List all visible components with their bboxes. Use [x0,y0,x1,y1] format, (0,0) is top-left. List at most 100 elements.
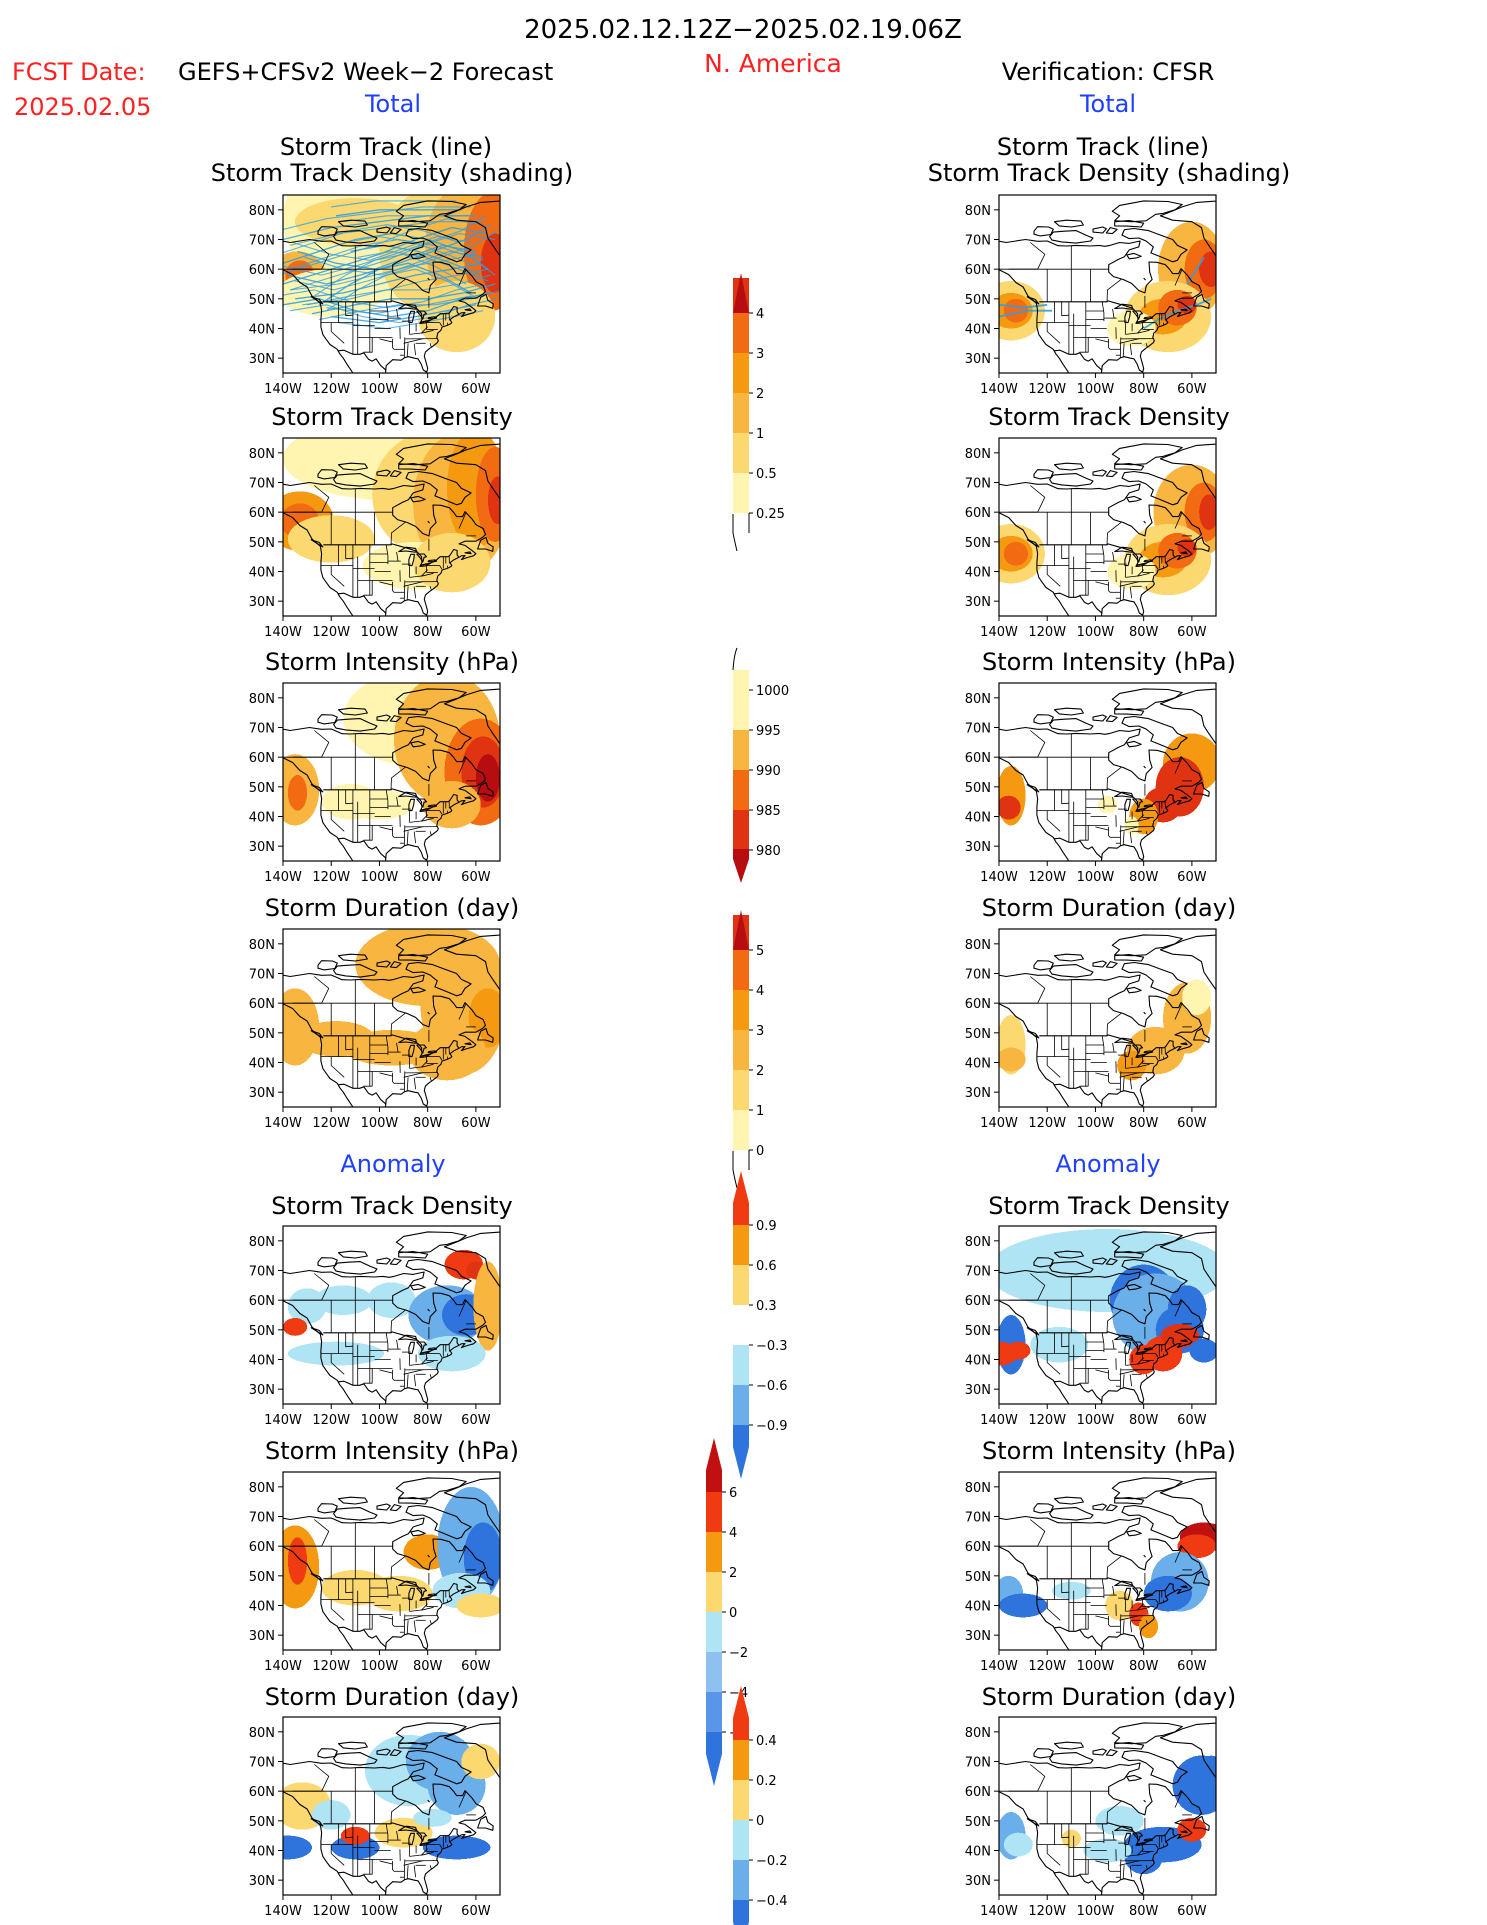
verification-anom_intensity-shade-cell-9 [1052,1581,1091,1600]
forecast-anom_intensity-province-line-3 [390,1555,407,1579]
forecast-duration-state-line-17 [396,1042,399,1053]
forecast-anom_density-state-line-14 [379,1369,393,1374]
forecast-anom_intensity-shade-cell-3 [364,1575,433,1612]
forecast-anom_intensity-state-line-2 [330,1599,345,1621]
verification-intensity-us-canada-border [1039,788,1176,812]
verification-intensity-state-line-17 [1112,796,1115,807]
forecast-duration-lon-label-2: 100W [361,1116,399,1131]
fcst-date-value: 2025.02.05 [14,93,151,121]
forecast-intensity-province-line-8 [314,730,330,758]
verification-track_line-lon-label-3: 80W [1129,382,1159,397]
verification-anom_density-island-8 [1105,1258,1118,1266]
forecast-duration-state-line-34 [409,1066,422,1069]
forecast-duration-map-frame [282,928,501,1108]
forecast-anom_intensity-coast-east [283,1515,487,1650]
forecast-density-state-line-36 [429,586,432,591]
verification-anom_intensity-us-mexico-border [1054,1626,1103,1648]
verification-track_line-island-9 [1126,252,1142,260]
verification-anom_density-coast-east [999,1269,1203,1404]
forecast-track_line-storm-track-c-4 [283,206,472,230]
forecast-track_line-storm-track-c-8 [313,253,467,297]
verification-anom_duration-lat-label-3: 60N [965,1785,991,1800]
fcst-track-title-1: Storm Track (line) [280,133,492,161]
verification-anom_intensity-map-frame [998,1471,1217,1651]
verification-density-lat-label-2: 50N [965,536,991,551]
verification-intensity-state-line-32 [1137,814,1144,822]
verification-anom_intensity-state-line-13 [1079,1614,1089,1630]
forecast-anom_duration-state-line-9 [385,1823,389,1844]
forecast-intensity-lake-2 [416,798,428,808]
verification-anom_intensity-state-lines [999,1519,1192,1635]
forecast-density-coastlines [283,443,500,616]
forecast-duration-state-line-15 [392,1072,395,1084]
verification-anom_duration-coast-west [999,1791,1070,1895]
duration-tick-label-5: 5 [756,944,764,959]
forecast-density-lon-label-2: 100W [361,625,399,640]
anom_intensity-colorbar-bottom-arrow [706,1754,722,1786]
forecast-duration-island-8 [389,961,402,969]
forecast-anom_duration-island-7 [376,1748,391,1756]
verification-anom_duration-lake-1 [1124,1832,1131,1846]
forecast-anom_intensity-island-2 [333,1507,378,1521]
verification-anom_density-us-mexico-border [1054,1380,1103,1402]
verification-duration-island-7 [1092,960,1107,968]
duration-tick-label-1: 1 [756,1104,764,1119]
density-segment-4 [733,353,749,393]
verification-density-shade-cell-10 [1107,553,1156,590]
forecast-duration-island-6 [337,953,368,962]
forecast-duration-state-line-9 [385,1035,389,1056]
forecast-anom_duration-state-line-21 [406,1865,409,1879]
verification-anom_duration-province-line-11 [1174,1791,1183,1808]
forecast-intensity-hudson-islet [427,765,430,769]
anom_density-tick-label-3: −0.3 [756,1339,788,1354]
verification-track_line-map: 30N 40N 50N 60N 70N 80N 140W 120W 100W 80W 60W [965,194,1217,397]
forecast-intensity-state-line-13 [363,825,373,841]
anom_intensity-segment-1 [706,1492,722,1532]
verification-intensity-island-12 [1180,796,1188,800]
verification-intensity-lat-label-1: 40N [965,811,991,826]
forecast-intensity-island-12 [464,796,472,800]
forecast-anom_density-axes: 30N 40N 50N 60N 70N 80N 140W 120W 100W 80W 60W [249,1235,491,1428]
verification-track_line-axes: 30N 40N 50N 60N 70N 80N 140W 120W 100W 80W 60W [965,204,1207,397]
verification-anom_density-state-line-17 [1112,1339,1115,1350]
forecast-track_line-storm-track-b-10 [343,215,469,223]
anom_duration-segment-1 [733,1740,749,1780]
verification-anom_density-island-3 [1033,1257,1054,1268]
verification-track_line-state-line-21 [1122,343,1125,357]
verification-track_line-state-line-22 [1129,343,1132,356]
verification-anom_density-shade-cell-12 [1129,1344,1159,1375]
verification-anom_intensity-lon-label-1: 120W [1028,1659,1066,1674]
verification-density-island-12 [1180,551,1188,555]
verification-duration-state-line-22 [1129,1077,1132,1090]
forecast-track_line-state-line-2 [330,322,345,344]
verification-track_line-coast-west [999,269,1070,373]
forecast-duration-lon-label-0: 140W [264,1116,302,1131]
verification-anom_intensity-state-line-25 [1119,1615,1140,1621]
verification-anom_duration-state-line-21 [1122,1865,1125,1879]
anom_duration-tick-label-0: 0.4 [756,1734,777,1749]
fcst-duration-title: Storm Duration (day) [265,894,520,922]
verification-intensity-lon-label-2: 100W [1077,870,1115,885]
verification-duration-lon-label-4: 60W [1177,1116,1207,1131]
verification-intensity-lon-label-0: 140W [980,870,1018,885]
verification-track_line-island-3 [1033,226,1054,237]
forecast-track_line-lon-label-0: 140W [264,382,302,397]
verif-density-title: Storm Track Density [988,403,1229,431]
verification-intensity-island-2 [1049,718,1094,732]
forecast-intensity-island-8 [389,715,402,723]
verification-anom_duration-lat-label-5: 80N [965,1726,991,1741]
forecast-density-island-1 [405,470,472,506]
verification-density-map-frame [998,437,1217,617]
verification-track_line-state-line-13 [1079,337,1089,353]
anom_density-colorbar-top-arrow [733,1171,749,1203]
forecast-anom_duration-coast-west [283,1791,354,1895]
forecast-anom_density-island-0 [443,1231,500,1288]
verification-anom_duration-lon-label-3: 80W [1129,1904,1159,1919]
forecast-anom_intensity-map-content [283,1477,500,1650]
forecast-intensity-island-6 [337,707,368,716]
anom_duration-colorbar-top-arrow [733,1686,749,1718]
intensity-tick-label-0: 1000 [756,684,789,699]
forecast-duration-lon-label-1: 120W [312,1116,350,1131]
anom_intensity-tick-label-1: 4 [729,1526,737,1541]
anom_density-segment-5 [733,1385,749,1425]
